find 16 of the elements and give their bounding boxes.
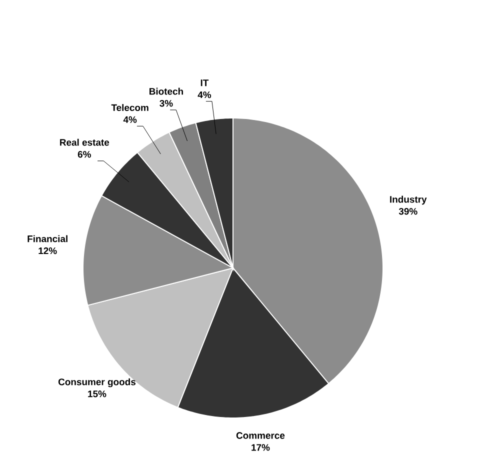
slice-label: IT <box>200 80 209 86</box>
data-label: 4% <box>198 91 212 98</box>
data-label: 6% <box>78 151 91 158</box>
data-label: 15% <box>88 390 106 398</box>
data-label: 12% <box>38 247 57 254</box>
slice-label: Financial <box>28 235 68 242</box>
slice-label: Consumer goods <box>58 378 136 388</box>
data-label: 17% <box>252 444 270 451</box>
data-label: 4% <box>123 116 137 123</box>
slice-label: Industry <box>390 196 427 205</box>
slice-label: Real estate <box>60 138 110 146</box>
slice-label: Commerce <box>236 432 285 439</box>
data-label: 39% <box>398 208 418 215</box>
data-label: 3% <box>160 100 173 107</box>
slice-label: Biotech <box>150 88 183 95</box>
slice-label: Telecom <box>111 104 148 112</box>
